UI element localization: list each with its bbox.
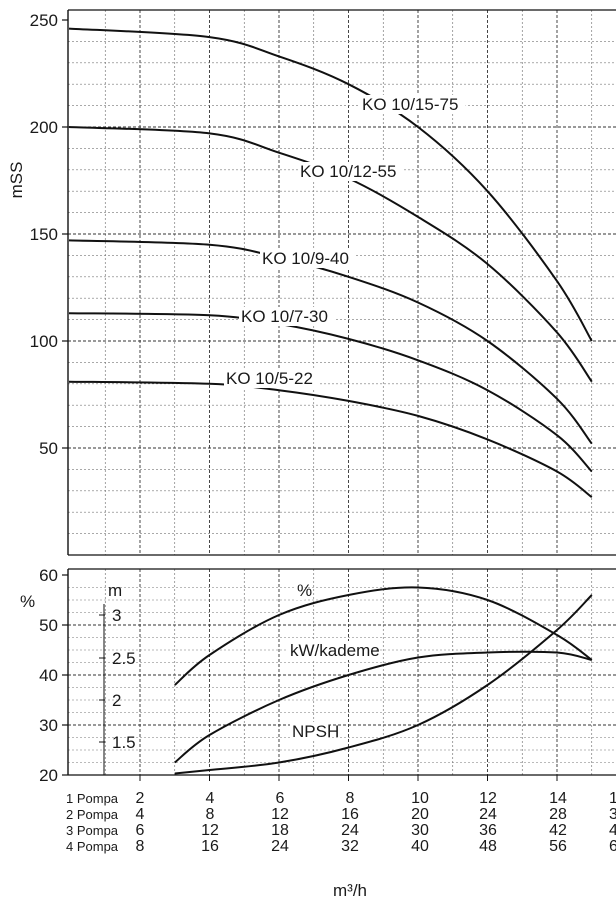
pump-row-value: 36 — [479, 822, 497, 839]
pump-row-value: 12 — [271, 806, 289, 823]
pump-row-value: 48 — [479, 838, 497, 855]
pump-row-value: 56 — [549, 838, 567, 855]
pump-row-value: 24 — [479, 806, 497, 823]
series-label-bg — [239, 307, 335, 326]
series-label-bg — [290, 722, 329, 741]
pump-row-value: 18 — [271, 822, 289, 839]
head-curve-ko-10-7-30 — [68, 312, 593, 473]
series-label-bg — [260, 249, 356, 268]
top-y-tick-label: 200 — [30, 118, 58, 137]
top-y-tick-label: 50 — [39, 439, 58, 458]
pump-row-value: 3 — [609, 806, 616, 823]
m-axis-label: m — [108, 581, 122, 600]
pump-row-value: 4 — [206, 790, 215, 807]
head-curve-ko-10-9-40 — [68, 239, 593, 445]
pump-row-value: 14 — [549, 790, 567, 807]
pump-row-value: 24 — [271, 838, 289, 855]
pump-row-value: 1 — [609, 790, 616, 807]
pump-row-value: 16 — [341, 806, 359, 823]
m-tick-label: 1.5 — [112, 733, 136, 752]
curve-layer — [68, 27, 593, 775]
head-curve-ko-10-5-22 — [68, 380, 593, 499]
m-tick-label: 2 — [112, 691, 121, 710]
pump-row-value: 20 — [411, 806, 429, 823]
pump-row-label: 3 Pompa — [66, 823, 119, 838]
pump-row-value: 4 — [136, 806, 145, 823]
bottom-y-tick-label: 40 — [39, 666, 58, 685]
series-label-kw-kademe: kW/kademe — [290, 641, 380, 660]
pump-row-value: 6 — [276, 790, 285, 807]
pump-row-value: 6 — [609, 838, 616, 855]
pump-row-value: 8 — [136, 838, 145, 855]
pump-row-label: 4 Pompa — [66, 839, 119, 854]
pump-row-value: 6 — [136, 822, 145, 839]
pump-row-value: 10 — [411, 790, 429, 807]
pump-row-label: 1 Pompa — [66, 791, 119, 806]
bottom-y-tick-label: 20 — [39, 766, 58, 785]
m-tick-label: 3 — [112, 606, 121, 625]
series-label-ko-10-15-75: KO 10/15-75 — [362, 95, 458, 114]
pump-row-value: 8 — [206, 806, 215, 823]
perf-curve-kw-kademe — [174, 650, 593, 764]
pump-row-value: 16 — [201, 838, 219, 855]
pump-row-value: 30 — [411, 822, 429, 839]
pump-row-value: 4 — [609, 822, 616, 839]
pump-row-value: 24 — [341, 822, 359, 839]
series-label-bg — [224, 369, 320, 388]
pump-row-label: 2 Pompa — [66, 807, 119, 822]
head-curve-ko-10-12-55 — [68, 126, 593, 383]
top-chart-grid — [68, 10, 616, 555]
pump-row-value: 32 — [341, 838, 359, 855]
pump-row-value: 28 — [549, 806, 567, 823]
series-label-bg — [295, 581, 305, 600]
series-label-bg — [360, 95, 466, 114]
series-label-ko-10-7-30: KO 10/7-30 — [241, 307, 328, 326]
head-curve-ko-10-15-75 — [68, 27, 593, 342]
pump-row-value: 12 — [201, 822, 219, 839]
top-y-tick-label: 100 — [30, 332, 58, 351]
series-label-bg — [298, 162, 404, 181]
top-y-tick-label: 250 — [30, 11, 58, 30]
pump-row-value: 2 — [136, 790, 145, 807]
top-y-axis-label: mSS — [7, 162, 26, 199]
pump-row-value: 8 — [346, 790, 355, 807]
series-label-bg — [288, 641, 375, 660]
series-label-npsh: NPSH — [292, 722, 339, 741]
series-label-ko-10-9-40: KO 10/9-40 — [262, 249, 349, 268]
series-label--: % — [297, 581, 312, 600]
x-axis-label: m³/h — [333, 881, 367, 900]
series-label-ko-10-12-55: KO 10/12-55 — [300, 162, 396, 181]
bottom-y-tick-label: 60 — [39, 566, 58, 585]
bottom-chart-grid — [68, 569, 616, 775]
bottom-y-tick-label: 30 — [39, 716, 58, 735]
m-tick-label: 2.5 — [112, 649, 136, 668]
bottom-y-tick-label: 50 — [39, 616, 58, 635]
pump-row-value: 40 — [411, 838, 429, 855]
top-y-tick-label: 150 — [30, 225, 58, 244]
pump-row-value: 12 — [479, 790, 497, 807]
chart-frame — [62, 9, 616, 781]
pump-row-value: 42 — [549, 822, 567, 839]
label-layer: 25020015010050605040302032.521.5mmSS%KO … — [7, 11, 616, 900]
perf-curve-npsh — [174, 594, 593, 775]
bottom-y-axis-label: % — [20, 592, 35, 611]
perf-curve-- — [174, 586, 593, 686]
series-label-ko-10-5-22: KO 10/5-22 — [226, 369, 313, 388]
